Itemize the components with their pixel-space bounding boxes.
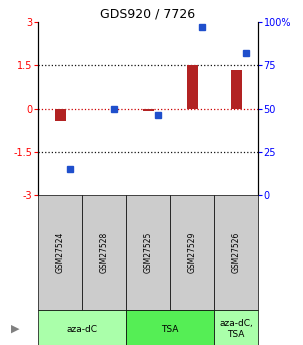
Bar [126, 195, 170, 310]
Bar [55, 108, 65, 121]
Bar [38, 310, 126, 345]
Text: aza-dC,
TSA: aza-dC, TSA [219, 319, 253, 339]
Bar [231, 70, 241, 108]
Text: ▶: ▶ [11, 324, 19, 334]
Bar [214, 195, 258, 310]
Bar [187, 65, 198, 108]
Text: GSM27526: GSM27526 [231, 232, 241, 273]
Text: GSM27524: GSM27524 [55, 232, 65, 273]
Bar [142, 108, 154, 110]
Bar [214, 310, 258, 345]
Text: GSM27525: GSM27525 [144, 232, 152, 273]
Title: GDS920 / 7726: GDS920 / 7726 [100, 8, 195, 21]
Bar [38, 195, 82, 310]
Bar [82, 195, 126, 310]
Bar [126, 310, 214, 345]
Text: TSA: TSA [161, 325, 179, 334]
Text: GSM27528: GSM27528 [99, 232, 108, 273]
Text: aza-dC: aza-dC [66, 325, 98, 334]
Bar [170, 195, 214, 310]
Text: GSM27529: GSM27529 [188, 232, 197, 273]
